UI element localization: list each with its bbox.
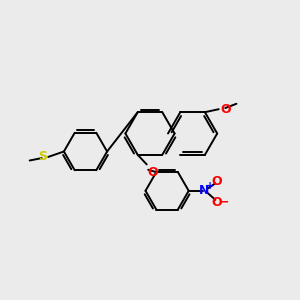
Text: O: O bbox=[212, 175, 222, 188]
Text: S: S bbox=[38, 150, 47, 164]
Text: O: O bbox=[220, 103, 230, 116]
Text: O: O bbox=[148, 166, 158, 178]
Text: O: O bbox=[212, 196, 222, 209]
Text: −: − bbox=[218, 196, 229, 209]
Text: N: N bbox=[199, 184, 209, 197]
Text: +: + bbox=[206, 181, 214, 191]
